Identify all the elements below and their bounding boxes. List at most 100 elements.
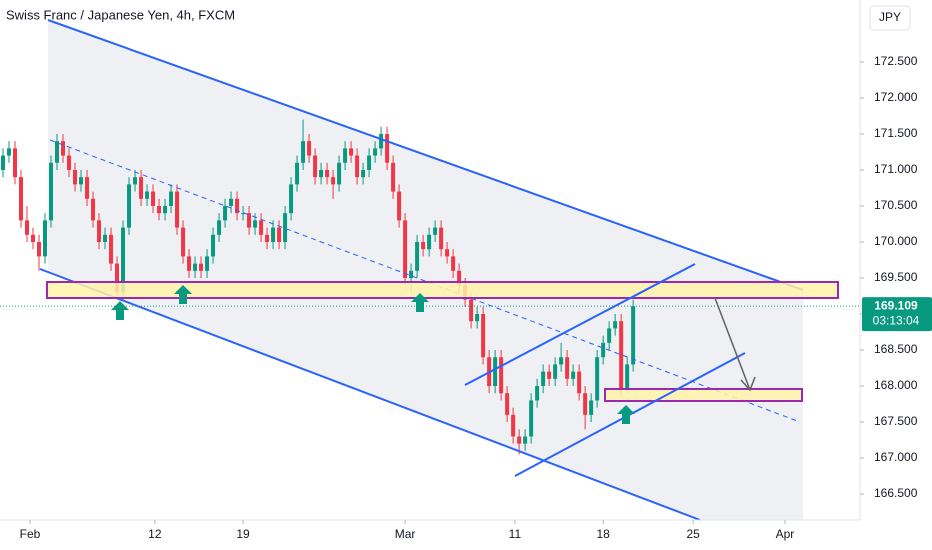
price-tag-box — [862, 297, 932, 332]
x-tick-label: 12 — [148, 527, 162, 541]
candle-body — [535, 386, 540, 401]
candle-body — [625, 364, 630, 390]
candle-body — [607, 328, 612, 343]
candle-body — [469, 299, 474, 322]
candle-body — [457, 270, 462, 286]
candle-body — [343, 148, 348, 163]
candle-body — [121, 227, 126, 293]
candle-body — [541, 371, 546, 387]
candle-body — [631, 306, 636, 365]
candle-body — [7, 148, 12, 156]
candle-body — [91, 198, 96, 221]
candle-body — [37, 241, 42, 257]
candle-body — [19, 177, 24, 221]
candle-body — [241, 213, 246, 215]
candle-body — [277, 227, 282, 242]
candle-body — [595, 357, 600, 401]
candle-body — [619, 321, 624, 390]
candle-body — [379, 133, 384, 149]
y-tick-label: 169.500 — [874, 270, 918, 284]
candle-body — [163, 205, 168, 214]
candle-body — [169, 191, 174, 206]
x-tick-label: Apr — [776, 527, 795, 541]
y-tick-label: 172.500 — [874, 54, 918, 68]
candle-body — [97, 220, 102, 242]
candle-body — [43, 220, 48, 257]
y-tick-label: 168.000 — [874, 378, 918, 392]
up-arrow — [617, 405, 635, 424]
candle-body — [55, 141, 60, 163]
candle-body — [415, 241, 420, 271]
candle-body — [433, 227, 438, 235]
candle-body — [229, 198, 234, 206]
x-tick-label: Feb — [20, 527, 41, 541]
currency: JPY — [879, 10, 901, 24]
candle-body — [355, 155, 360, 178]
candle-body — [133, 177, 138, 185]
candle-body — [427, 234, 432, 250]
candle-body — [505, 393, 510, 415]
arrow-shaft — [714, 297, 751, 391]
candle-body — [613, 321, 618, 329]
candle-body — [31, 234, 36, 242]
candle-body — [67, 155, 72, 170]
channel-upper — [47, 19, 804, 291]
arrow-head — [740, 376, 756, 392]
candle-body — [1, 155, 6, 170]
candle-body — [49, 162, 54, 221]
candles — [1, 119, 636, 455]
candle-body — [295, 162, 300, 185]
x-tick-label: Mar — [395, 527, 416, 541]
chart-title: Swiss Franc / Japanese Yen, 4h, FXCM — [6, 7, 235, 22]
candle-body — [451, 256, 456, 271]
candle-body — [139, 177, 144, 199]
candle-body — [439, 227, 444, 250]
candle-body — [313, 155, 318, 178]
candle-body — [499, 357, 504, 394]
candle-body — [199, 263, 204, 271]
candle-body — [553, 364, 558, 379]
candle-body — [109, 234, 114, 264]
channel-lower — [39, 268, 701, 521]
candle-body — [349, 148, 354, 156]
y-tick-label: 170.000 — [874, 234, 918, 248]
candle-body — [103, 234, 108, 242]
y-tick-label: 168.500 — [874, 342, 918, 356]
candle-body — [559, 357, 564, 365]
y-tick-label: 171.500 — [874, 126, 918, 140]
candle-body — [13, 148, 18, 178]
candle-body — [547, 371, 552, 379]
candle-body — [481, 314, 486, 358]
currency-box[interactable] — [869, 5, 911, 31]
candle-body — [79, 177, 84, 185]
rising-upper — [464, 263, 696, 386]
x-tick-label: 11 — [509, 527, 522, 541]
y-tick-label: 172.000 — [874, 90, 918, 104]
candle-body — [235, 198, 240, 214]
candle-body — [361, 169, 366, 178]
candle-body — [289, 184, 294, 214]
candle-body — [115, 263, 120, 293]
candle-body — [307, 141, 312, 156]
candle-body — [391, 162, 396, 192]
candle-body — [565, 357, 570, 379]
candle-body — [61, 141, 66, 156]
candle-body — [601, 342, 606, 358]
candle-body — [583, 393, 588, 415]
candle-body — [529, 400, 534, 437]
signal-arrows — [111, 285, 635, 424]
candle-body — [73, 169, 78, 185]
up-arrow — [174, 285, 192, 304]
candle-body — [331, 177, 336, 185]
candle-body — [319, 169, 324, 178]
candle-body — [211, 234, 216, 257]
candle-body — [385, 133, 390, 163]
candle-body — [511, 414, 516, 437]
candle-body — [259, 220, 264, 235]
candle-body — [271, 227, 276, 242]
y-tick-label: 166.500 — [874, 486, 918, 500]
y-tick-label: 167.000 — [874, 450, 918, 464]
candle-body — [325, 169, 330, 178]
x-tick-label: 18 — [596, 527, 610, 541]
candle-body — [151, 191, 156, 206]
